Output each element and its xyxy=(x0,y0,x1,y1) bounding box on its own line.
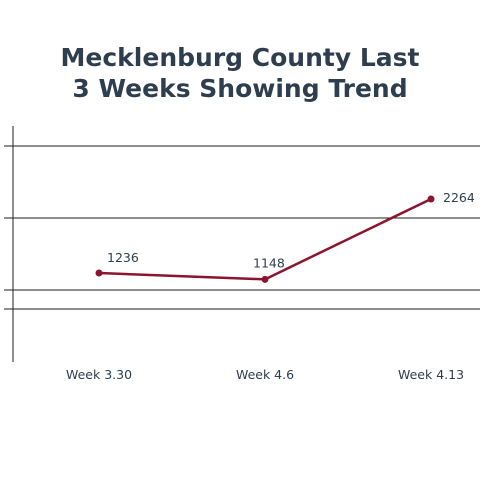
data-point-3 xyxy=(427,195,435,203)
chart-title-line-1: Mecklenburg County Last xyxy=(60,43,420,72)
chart-title-line-2: 3 Weeks Showing Trend xyxy=(72,74,408,103)
data-label-3: 2264 xyxy=(443,190,475,205)
x-tick-label-3: Week 4.13 xyxy=(398,367,464,382)
data-point-2 xyxy=(261,275,269,283)
x-tick-label-2: Week 4.6 xyxy=(236,367,294,382)
x-tick-label-1: Week 3.30 xyxy=(66,367,132,382)
chart-title: Mecklenburg County Last 3 Weeks Showing … xyxy=(0,42,480,104)
data-label-2: 1148 xyxy=(253,255,285,270)
data-point-1 xyxy=(95,269,103,277)
data-label-1: 1236 xyxy=(107,250,139,265)
